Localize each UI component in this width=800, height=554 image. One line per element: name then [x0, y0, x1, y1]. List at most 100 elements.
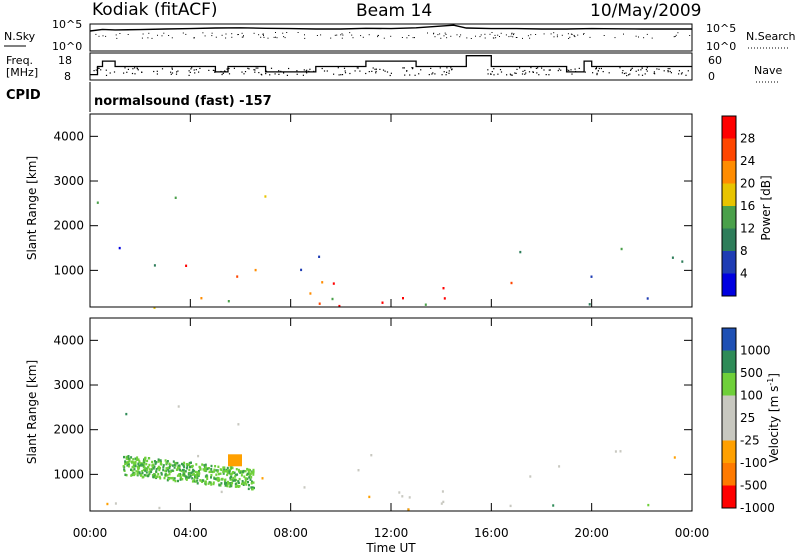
nave-point [333, 73, 335, 75]
noise-search-point [127, 34, 129, 35]
noise-search-point [651, 37, 653, 39]
nave-point [126, 71, 128, 73]
velocity-cell [166, 460, 169, 463]
noise-search-point [202, 32, 204, 34]
velocity-cell [143, 462, 146, 465]
power-cell [318, 255, 321, 258]
velocity-cell [170, 477, 173, 480]
velocity-cell [251, 480, 253, 483]
velocity-cell [199, 466, 202, 469]
velocity-cell [647, 503, 650, 507]
colorbar-swatch [722, 206, 736, 229]
noise-search-point [574, 36, 576, 38]
nave-point [280, 70, 282, 72]
velocity-cell [127, 463, 130, 466]
freq-right-tick-bottom: 0 [708, 70, 715, 83]
nave-point [365, 72, 367, 75]
nave-point [524, 73, 526, 75]
nave-point [389, 74, 391, 77]
velocity-cell [132, 461, 135, 464]
velocity-cell [227, 480, 229, 484]
nave-point [371, 70, 373, 72]
velocity-cell [203, 469, 206, 472]
nave-point [199, 67, 201, 69]
nave-point [592, 72, 594, 74]
nave-point [418, 73, 420, 75]
velocity-cell [232, 479, 235, 482]
velocity-cell [168, 462, 171, 465]
noise-search-point [689, 35, 691, 36]
nave-point [510, 74, 512, 76]
velocity-cell [228, 472, 231, 475]
nave-point [296, 70, 298, 72]
velocity-cell [155, 470, 158, 473]
power-heatmap-cells [96, 195, 684, 309]
velocity-cell [220, 477, 223, 481]
noise-search-point [535, 34, 537, 35]
nave-point [127, 68, 129, 70]
noise-search-point [390, 35, 392, 37]
nave-point [541, 67, 543, 69]
velocity-cell [248, 476, 251, 479]
velocity-cell [245, 477, 248, 480]
noise-search-point [336, 34, 338, 36]
velocity-cell [252, 471, 255, 475]
noise-search-point [263, 35, 264, 37]
power-cell [588, 303, 591, 306]
nave-point [375, 70, 377, 73]
velocity-cell [215, 473, 218, 476]
power-cell [331, 297, 334, 301]
velocity-cell [509, 504, 512, 508]
noise-search-point [237, 34, 239, 36]
nave-point [171, 68, 173, 70]
velocity-cell [250, 476, 253, 479]
velocity-cell [252, 470, 255, 473]
velocity-cell [219, 484, 222, 487]
nave-point [524, 69, 526, 72]
nave-point [403, 67, 405, 69]
nave-point [522, 70, 524, 72]
velocity-cell [189, 474, 192, 478]
nave-point [313, 70, 315, 72]
nave-point [595, 67, 598, 69]
noise-search-point [362, 36, 364, 38]
velocity-cell [201, 479, 204, 482]
velocity-cell [215, 469, 218, 472]
noise-search-point [674, 36, 676, 37]
noise-search-point [401, 37, 403, 38]
nave-point [321, 67, 323, 70]
velocity-cell [207, 482, 210, 485]
nave-point [344, 72, 347, 74]
velocity-cell [185, 467, 188, 470]
power-cell [321, 281, 324, 284]
noise-search-point [341, 33, 343, 35]
velocity-cell [114, 502, 117, 505]
nave-point [445, 74, 447, 76]
velocity-cell [213, 470, 216, 473]
nave-point [598, 67, 600, 70]
velocity-cell [226, 484, 229, 488]
power-cell [590, 275, 593, 278]
noise-search-point [494, 34, 496, 36]
nave-point [100, 69, 102, 71]
nave-point [596, 72, 598, 74]
noise-search-point [204, 35, 206, 37]
colorbar-swatch [722, 138, 736, 161]
noise-search-point [330, 37, 332, 39]
noise-search-point [623, 33, 624, 35]
power-cell [332, 282, 335, 285]
nave-point [578, 67, 580, 69]
velocity-cell [130, 460, 133, 463]
nave-point [566, 69, 568, 71]
nave-point [525, 72, 527, 74]
noise-search-point [513, 34, 514, 36]
velocity-cell [191, 477, 194, 480]
nave-point [195, 69, 197, 71]
nave-point [678, 73, 680, 75]
velocity-cell [196, 471, 199, 474]
nave-point [194, 72, 196, 74]
noise-search-point [116, 37, 118, 39]
nave-point [357, 67, 359, 69]
nave-point [584, 71, 586, 73]
